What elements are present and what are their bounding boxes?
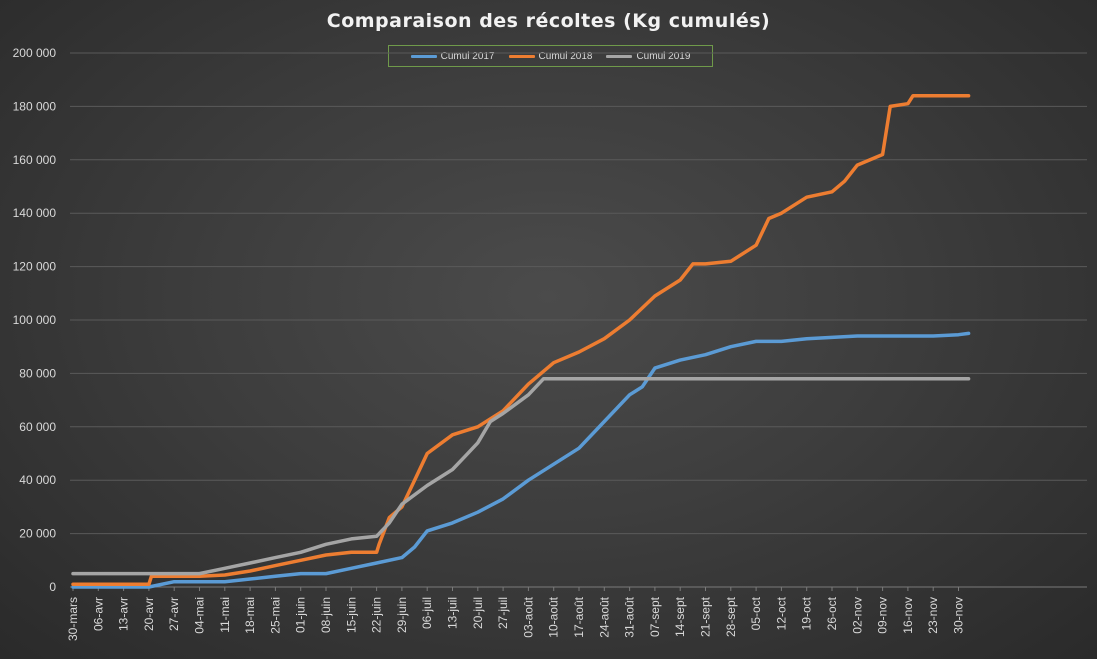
legend-label-2019: Cumul 2019 (636, 50, 691, 62)
x-tick-label: 15-juin (344, 597, 358, 633)
series-line-2 (71, 376, 971, 576)
legend-swatch-2017 (410, 54, 437, 58)
x-tick-label: 20-juil (471, 597, 485, 629)
legend-item-2018: Cumul 2018 (508, 50, 593, 62)
legend-item-2017: Cumul 2017 (410, 50, 495, 62)
y-tick-label: 100 000 (13, 313, 57, 327)
x-tick-label: 06-avr (91, 597, 105, 631)
series-line-0 (71, 331, 971, 589)
x-tick-label: 31-août (623, 596, 637, 637)
y-tick-label: 60 000 (19, 420, 56, 434)
chart-legend: Cumul 2017 Cumul 2018 Cumul 2019 (388, 45, 713, 67)
y-tick-label: 20 000 (19, 527, 56, 541)
y-tick-label: 0 (49, 580, 56, 594)
x-tick-label: 07-sept (648, 596, 662, 637)
gridlines (70, 52, 1087, 588)
series-line-1 (71, 93, 971, 587)
x-axis-ticks: 30-mars 06-avr 13-avr 20-avr 27-avr 04-mai 11-… (66, 587, 966, 641)
legend-swatch-2019 (606, 54, 633, 58)
x-tick-label: 21-sept (699, 596, 713, 637)
x-tick-label: 24-août (597, 596, 611, 637)
legend-item-2019: Cumul 2019 (606, 51, 690, 62)
x-tick-label: 30-nov (952, 597, 966, 634)
x-tick-label: 19-oct (800, 596, 814, 630)
x-tick-label: 22-juin (370, 597, 384, 633)
x-tick-label: 12-oct (774, 596, 788, 630)
x-tick-label: 29-juin (395, 597, 409, 633)
y-tick-label: 40 000 (19, 473, 56, 487)
x-tick-label: 18-mai (243, 597, 257, 634)
x-tick-label: 03-août (521, 596, 535, 637)
y-tick-label: 200 000 (13, 46, 57, 60)
x-tick-label: 01-juin (294, 597, 308, 633)
x-tick-label: 14-sept (673, 596, 687, 637)
x-tick-label: 11-mai (218, 597, 232, 633)
y-axis-ticks: 0 20 000 40 000 60 000 80 000 100 000 120 000 1… (13, 46, 57, 594)
x-tick-label: 02-nov (850, 597, 864, 634)
y-tick-label: 160 000 (13, 153, 57, 167)
series-lines (71, 93, 971, 589)
y-tick-label: 180 000 (13, 99, 57, 113)
x-tick-label: 16-nov (901, 597, 915, 634)
x-tick-label: 08-juin (319, 597, 333, 633)
y-tick-label: 120 000 (13, 260, 57, 274)
x-tick-label: 25-mai (268, 597, 282, 634)
x-tick-label: 04-mai (193, 597, 207, 634)
y-tick-label: 80 000 (19, 366, 56, 380)
x-tick-label: 27-avr (167, 597, 181, 631)
x-tick-label: 30-mars (66, 597, 80, 641)
x-tick-label: 13-avr (117, 597, 131, 631)
x-tick-label: 20-avr (142, 597, 156, 631)
x-tick-label: 05-oct (749, 596, 763, 630)
x-tick-label: 26-oct (825, 596, 839, 630)
y-tick-label: 140 000 (13, 206, 57, 220)
x-tick-label: 28-sept (724, 596, 738, 637)
x-tick-label: 17-août (572, 596, 586, 637)
x-tick-label: 10-août (547, 596, 561, 637)
x-tick-label: 23-nov (926, 597, 940, 634)
x-tick-label: 09-nov (876, 597, 890, 634)
x-tick-label: 27-juil (496, 597, 510, 629)
legend-label-2017: Cumul 2017 (440, 50, 495, 62)
legend-label-2018: Cumul 2018 (538, 50, 593, 62)
x-tick-label: 13-juil (446, 597, 460, 629)
x-tick-label: 06-juil (420, 597, 434, 629)
chart-title: Comparaison des récoltes (Kg cumulés) (326, 10, 771, 32)
legend-swatch-2018 (508, 54, 535, 58)
